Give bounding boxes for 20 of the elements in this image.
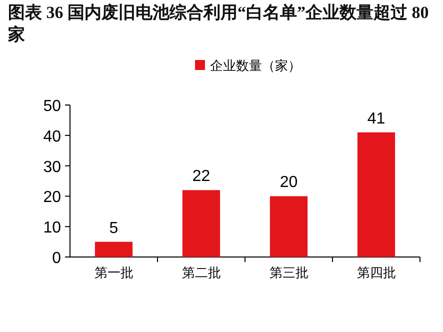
y-tick-label: 10 [43,220,62,237]
x-tick-label: 第四批 [356,265,396,280]
bar [182,190,220,257]
bar [270,196,308,257]
data-label: 5 [109,220,118,237]
y-tick-label: 20 [43,189,62,206]
y-tick-label: 0 [52,250,62,267]
data-label: 41 [367,110,386,128]
x-tick-label: 第二批 [182,265,221,280]
legend-label: 企业数量（家） [210,58,301,73]
data-label: 22 [192,168,210,186]
data-label: 20 [280,174,298,192]
bar [357,132,396,257]
x-tick-label: 第一批 [94,265,134,280]
bar [94,242,133,257]
y-tick-label: 30 [43,158,62,176]
x-tick-label: 第三批 [269,265,308,280]
chart-title: 图表 36 国内废旧电池综合利用“白名单”企业数量超过 80 家 [8,2,430,46]
y-tick-label: 40 [43,128,62,146]
y-tick-label: 50 [43,98,62,115]
